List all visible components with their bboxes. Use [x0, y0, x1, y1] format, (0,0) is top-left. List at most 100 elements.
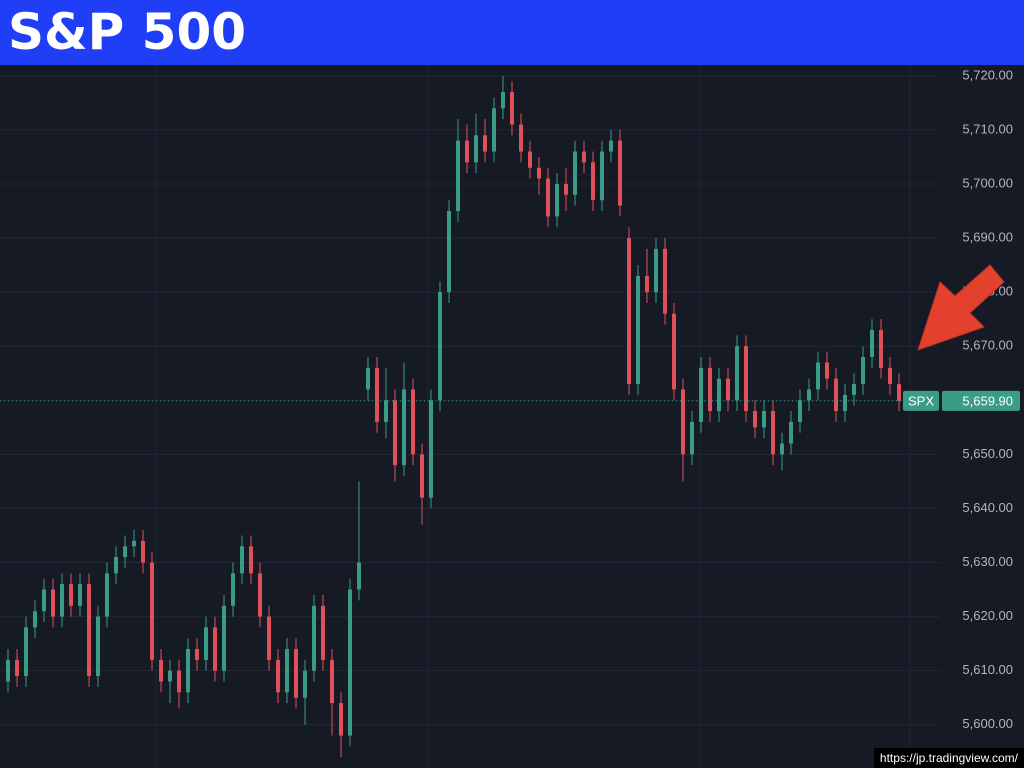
candle-body	[888, 367, 892, 385]
candle-body	[618, 140, 622, 206]
candle-body	[330, 659, 334, 704]
candle-body	[483, 135, 487, 152]
candle-body	[528, 151, 532, 168]
y-tick-label: 5,690.00	[962, 229, 1013, 244]
candle-body	[699, 367, 703, 422]
candle-body	[114, 557, 118, 574]
candle-body	[240, 546, 244, 574]
candle-body	[420, 454, 424, 498]
candle-body	[897, 384, 901, 401]
candle-body	[339, 703, 343, 736]
y-tick-label: 5,640.00	[962, 500, 1013, 515]
candle-body	[357, 562, 361, 590]
candle-body	[411, 389, 415, 455]
candle-body	[384, 400, 388, 422]
candle-body	[168, 670, 172, 682]
price-box	[942, 390, 1020, 411]
candle-body	[402, 389, 406, 466]
candle-body	[645, 275, 649, 293]
candle-body	[285, 649, 289, 693]
candle-body	[348, 589, 352, 736]
candle-body	[627, 238, 631, 385]
candle-body	[843, 394, 847, 412]
candle-body	[573, 151, 577, 195]
candle-body	[771, 411, 775, 455]
candle-body	[204, 627, 208, 660]
candle-body	[222, 605, 226, 671]
header: S&P 500	[0, 0, 1024, 65]
candle-body	[582, 151, 586, 163]
candle-body	[546, 178, 550, 217]
candle-body	[672, 313, 676, 390]
candle-body	[447, 211, 451, 293]
candle-body	[123, 546, 127, 558]
candle-body	[276, 659, 280, 693]
candle-body	[807, 389, 811, 401]
candle-body	[690, 421, 694, 455]
candle-body	[465, 140, 469, 163]
y-tick-label: 5,670.00	[962, 338, 1013, 353]
candle-body	[555, 183, 559, 217]
candle-body	[519, 124, 523, 152]
candle-body	[636, 275, 640, 385]
candle-body	[303, 670, 307, 698]
candle-body	[258, 573, 262, 617]
candle-body	[393, 400, 397, 466]
candle-body	[753, 411, 757, 428]
arrow	[917, 264, 1005, 351]
candle-body	[474, 135, 478, 163]
candle-body	[816, 362, 820, 390]
candle-body	[708, 367, 712, 412]
candle-body	[87, 584, 91, 677]
candle-body	[159, 659, 163, 682]
candle-body	[6, 659, 10, 682]
candle-body	[825, 362, 829, 379]
y-tick-label: 5,710.00	[962, 121, 1013, 136]
price-label: 5,659.90	[962, 393, 1013, 408]
candle-body	[726, 378, 730, 401]
candle-body	[60, 584, 64, 617]
candles	[6, 75, 901, 758]
candle-body	[78, 584, 82, 606]
y-tick-label: 5,630.00	[962, 554, 1013, 569]
candle-body	[870, 329, 874, 358]
candle-body	[654, 248, 658, 293]
candle-body	[231, 573, 235, 606]
y-tick-label: 5,610.00	[962, 662, 1013, 677]
candle-body	[681, 389, 685, 455]
candle-body	[69, 584, 73, 606]
candle-body	[42, 589, 46, 612]
candle-body	[51, 589, 55, 617]
candle-body	[591, 162, 595, 201]
candle-body	[609, 140, 613, 152]
candle-body	[735, 346, 739, 401]
candle-body	[267, 616, 271, 660]
candle-body	[492, 108, 496, 152]
candle-body	[744, 346, 748, 412]
candle-body	[456, 140, 460, 212]
candle-body	[150, 562, 154, 660]
candle-body	[312, 605, 316, 671]
candle-body	[141, 540, 145, 563]
candle-body	[366, 367, 370, 390]
candle-body	[24, 627, 28, 677]
y-tick-label: 5,720.00	[962, 67, 1013, 82]
candle-body	[321, 605, 325, 660]
candle-body	[762, 411, 766, 428]
y-tick-label: 5,650.00	[962, 446, 1013, 461]
candle-body	[798, 400, 802, 422]
candle-body	[438, 292, 442, 401]
candle-body	[861, 357, 865, 385]
y-tick-label: 5,700.00	[962, 175, 1013, 190]
candle-body	[96, 616, 100, 677]
y-tick-label: 5,620.00	[962, 608, 1013, 623]
source-url: https://jp.tradingview.com/	[873, 748, 1024, 768]
symbol-label: SPX	[908, 393, 934, 408]
candle-body	[213, 627, 217, 671]
candle-body	[717, 378, 721, 412]
candle-body	[789, 421, 793, 444]
candle-body	[249, 546, 253, 574]
candle-body	[879, 329, 883, 368]
